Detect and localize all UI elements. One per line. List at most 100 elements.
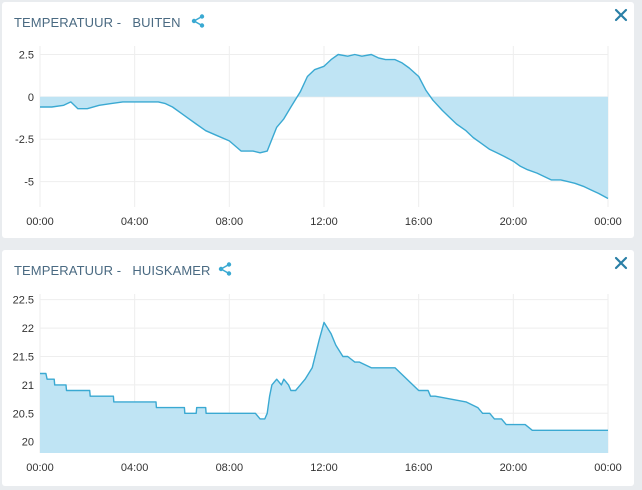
data-point [465, 401, 467, 403]
data-point [254, 412, 256, 414]
share-icon[interactable] [218, 262, 232, 276]
data-point [181, 113, 183, 115]
data-point [493, 418, 495, 420]
data-point [482, 412, 484, 414]
data-point [361, 55, 363, 57]
y-tick-label: -2.5 [15, 134, 34, 146]
data-point [385, 59, 387, 61]
data-point [501, 418, 503, 420]
data-point [560, 179, 562, 181]
data-point [264, 418, 266, 420]
data-point [259, 418, 261, 420]
data-point [342, 356, 344, 358]
data-point [448, 116, 450, 118]
data-point [266, 150, 268, 152]
data-point [505, 424, 507, 426]
data-point [46, 378, 48, 380]
data-point [394, 59, 396, 61]
series-area [40, 322, 608, 453]
data-point [425, 89, 427, 91]
data-point [531, 429, 533, 431]
data-point [590, 189, 592, 191]
data-point [527, 169, 529, 171]
chart-card-buiten: TEMPERATUUR - BUITEN 2.5 0 -2.5 -5 00:00 04:0… [2, 2, 634, 238]
data-point [299, 384, 301, 386]
data-point [583, 186, 585, 188]
data-point [89, 395, 91, 397]
card-title: TEMPERATUUR - HUISKAMER [14, 263, 211, 278]
data-point [306, 76, 308, 78]
data-point [252, 150, 254, 152]
data-point [196, 407, 198, 409]
data-point [134, 101, 136, 103]
data-point [477, 407, 479, 409]
data-point [98, 104, 100, 106]
data-point [503, 155, 505, 157]
data-point [39, 106, 41, 108]
data-point [290, 106, 292, 108]
temperature-chart-buiten: 2.5 0 -2.5 -5 00:00 04:00 08:00 12:00 16:00 20:00… [15, 46, 622, 228]
data-point [347, 55, 349, 57]
data-point [377, 57, 379, 59]
data-point [86, 108, 88, 110]
data-point [290, 390, 292, 392]
data-point [205, 412, 207, 414]
data-point [394, 367, 396, 369]
data-point [269, 395, 271, 397]
data-point [283, 378, 285, 380]
data-point [418, 76, 420, 78]
y-tick-label: 20 [22, 437, 34, 449]
data-point [295, 390, 297, 392]
data-point [456, 123, 458, 125]
data-point [299, 91, 301, 93]
data-point [195, 123, 197, 125]
data-point [607, 198, 609, 200]
chart-card-huiskamer: TEMPERATUUR - HUISKAMER 22.5 22 21.5 21 20.5… [2, 250, 634, 486]
series-area [40, 54, 608, 199]
data-point [550, 179, 552, 181]
series-line [40, 321, 608, 431]
data-point [113, 401, 115, 403]
data-point [347, 356, 349, 358]
data-point [314, 69, 316, 71]
data-point [240, 150, 242, 152]
data-point [430, 395, 432, 397]
data-point [401, 62, 403, 64]
x-tick-label: 00:00 [26, 462, 54, 474]
data-point [524, 424, 526, 426]
data-point [472, 137, 474, 139]
data-point [427, 390, 429, 392]
data-point [205, 130, 207, 132]
x-tick-label: 00:00 [594, 216, 622, 228]
data-point [330, 333, 332, 335]
data-point [155, 407, 157, 409]
data-point [519, 165, 521, 167]
data-point [382, 367, 384, 369]
close-icon[interactable] [614, 256, 628, 270]
data-point [195, 412, 197, 414]
data-point [434, 395, 436, 397]
data-point [288, 384, 290, 386]
data-point [330, 59, 332, 61]
share-icon[interactable] [191, 14, 205, 28]
data-point [337, 54, 339, 56]
data-point [370, 54, 372, 56]
data-point [276, 378, 278, 380]
y-tick-label: 20.5 [13, 408, 34, 420]
close-icon[interactable] [614, 8, 628, 22]
data-point [311, 367, 313, 369]
data-point [70, 101, 72, 103]
data-point [164, 103, 166, 105]
data-point [228, 140, 230, 142]
data-point [155, 401, 157, 403]
data-point [65, 384, 67, 386]
x-tick-label: 16:00 [405, 216, 433, 228]
data-point [536, 172, 538, 174]
data-point [465, 130, 467, 132]
data-point [335, 344, 337, 346]
data-point [77, 108, 79, 110]
data-point [217, 135, 219, 137]
data-point [259, 152, 261, 154]
data-point [418, 390, 420, 392]
y-tick-label: 2.5 [19, 49, 34, 61]
